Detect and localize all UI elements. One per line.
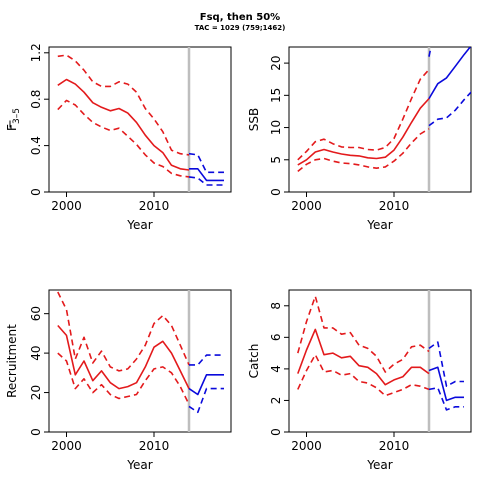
series-upper-projection	[188, 152, 224, 174]
series-lower-historic	[57, 99, 190, 178]
series-upper-projection	[428, 341, 464, 388]
series-median-historic	[57, 78, 190, 171]
x-axis-label: Year	[366, 218, 392, 232]
figure-title: Fsq, then 50%	[200, 12, 280, 23]
y-tick-label: 1.2	[29, 43, 43, 62]
series-upper-historic	[57, 54, 190, 156]
y-axis-label: SSB	[247, 108, 261, 131]
y-tick-label: 60	[29, 306, 43, 321]
y-tick-label: 15	[269, 88, 283, 103]
plot-frame	[288, 46, 472, 193]
series-median-historic	[297, 98, 430, 166]
y-tick-label: 2	[269, 397, 283, 405]
x-tick-label: 2010	[139, 199, 170, 213]
x-tick-label: 2000	[291, 439, 322, 453]
series-median-historic	[57, 324, 190, 390]
x-tick-label: 2010	[379, 439, 410, 453]
panel-ssb: 2000 2010 0 5 10 15 20 Year SSB	[247, 46, 472, 232]
plot-frame	[288, 289, 472, 433]
panel-recruitment: 2000 2010 0 20 40 60 Year Recruitment	[5, 289, 232, 472]
series-median-projection	[189, 168, 224, 182]
series-upper-projection	[428, 47, 432, 57]
series-upper-historic	[57, 291, 190, 372]
series-lower-historic	[297, 128, 430, 173]
plot-frame	[48, 289, 232, 433]
y-tick-label: 20	[29, 385, 43, 400]
y-tick-label: 8	[269, 302, 283, 310]
panel-catch: 2000 2010 0 2 4 6 8 Year Catch	[247, 289, 472, 472]
series-median-historic	[297, 328, 430, 386]
series-median-projection	[188, 373, 224, 396]
y-tick-label: 4	[269, 365, 283, 373]
y-tick-label: 20	[269, 55, 283, 70]
y-tick-label: 40	[29, 345, 43, 360]
series-lower-projection	[428, 90, 471, 127]
y-tick-label: 6	[269, 334, 283, 342]
series-upper-historic	[297, 295, 430, 373]
series-upper-historic	[297, 69, 430, 161]
series-upper-projection	[189, 354, 224, 366]
x-tick-label: 2000	[51, 199, 82, 213]
y-tick-label: 10	[269, 120, 283, 135]
plot-frame	[48, 46, 232, 193]
series-lower-historic	[57, 352, 190, 405]
y-tick-label: 0	[29, 428, 43, 436]
series-median-projection	[428, 366, 464, 402]
y-tick-label: 0	[29, 188, 43, 196]
y-tick-label: 5	[269, 156, 283, 164]
x-tick-label: 2010	[139, 439, 170, 453]
y-tick-label: 0.4	[29, 136, 43, 155]
x-axis-label: Year	[126, 458, 152, 472]
series-lower-projection	[188, 387, 224, 414]
x-tick-label: 2000	[51, 439, 82, 453]
series-lower-projection	[188, 176, 224, 186]
y-tick-label: 0.8	[29, 90, 43, 109]
x-axis-label: Year	[126, 218, 152, 232]
y-axis-label: Recruitment	[5, 324, 19, 398]
x-axis-label: Year	[366, 458, 392, 472]
y-axis-label: F3–5	[5, 108, 22, 131]
y-tick-label: 0	[269, 188, 283, 196]
series-lower-historic	[297, 353, 430, 397]
figure-subtitle: TAC = 1029 (759;1462)	[195, 24, 286, 32]
panel-fbar: 2000 2010 0 0.4 0.8 1.2 Year F3–5	[5, 43, 232, 232]
x-tick-label: 2000	[291, 199, 322, 213]
y-tick-label: 0	[269, 428, 283, 436]
x-tick-label: 2010	[379, 199, 410, 213]
series-lower-projection	[428, 386, 464, 411]
series-median-projection	[428, 47, 471, 100]
y-axis-label: Catch	[247, 344, 261, 379]
